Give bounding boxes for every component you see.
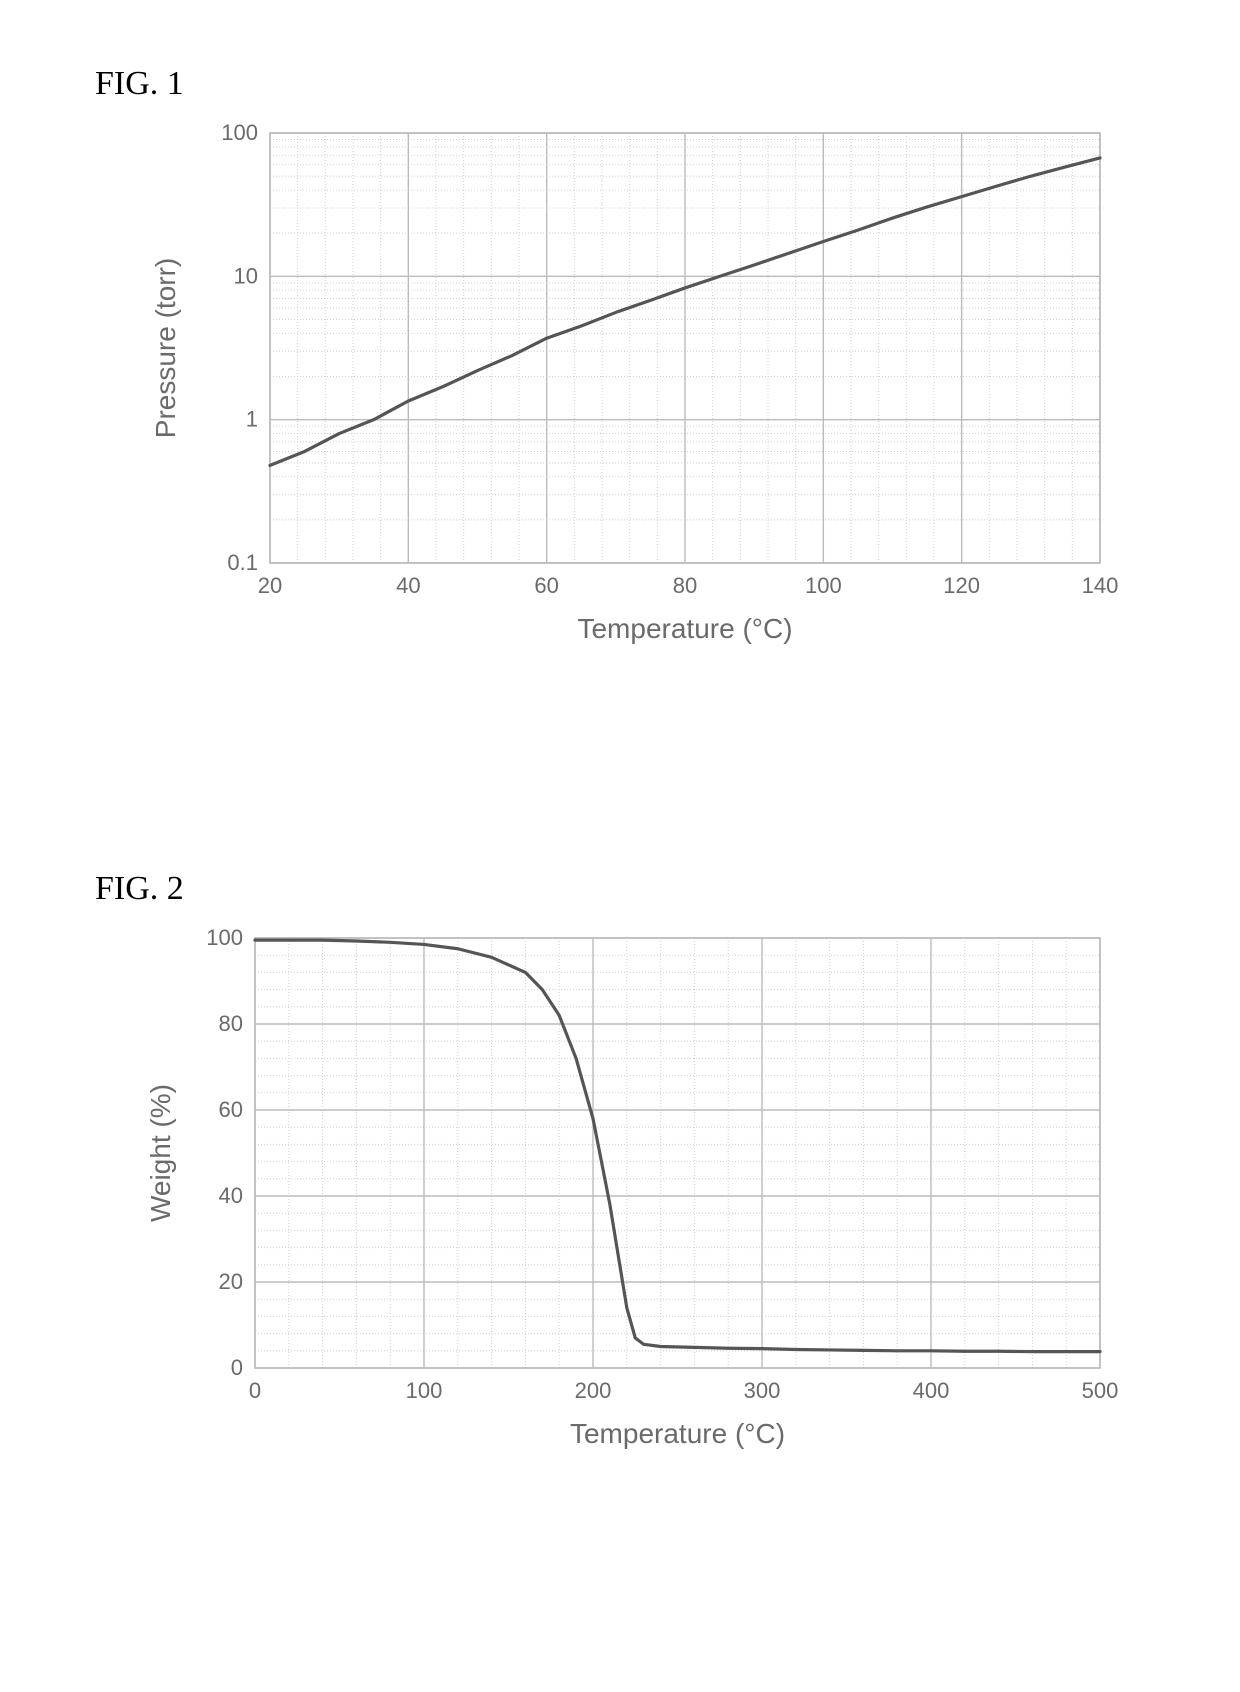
svg-text:Weight (%): Weight (%) [145,1084,176,1222]
svg-text:Pressure (torr): Pressure (torr) [150,258,181,438]
svg-text:20: 20 [258,573,282,598]
svg-text:200: 200 [575,1378,612,1403]
svg-text:80: 80 [219,1011,243,1036]
svg-text:140: 140 [1082,573,1119,598]
svg-text:0: 0 [249,1378,261,1403]
svg-text:100: 100 [221,120,258,145]
svg-text:100: 100 [406,1378,443,1403]
svg-text:Temperature (°C): Temperature (°C) [570,1418,785,1449]
svg-text:120: 120 [943,573,980,598]
figure-1-chart: 20 40 60 80 100 120 140 0.1 1 10 100 Temperature (°… [95,113,1135,683]
figure-2-label: FIG. 2 [95,870,1135,908]
page: FIG. 1 20 40 60 80 100 120 140 0.1 1 10 100 Tempera… [0,0,1240,1692]
svg-text:400: 400 [913,1378,950,1403]
svg-text:Temperature (°C): Temperature (°C) [577,613,792,644]
svg-text:40: 40 [396,573,420,598]
svg-text:300: 300 [744,1378,781,1403]
svg-text:100: 100 [805,573,842,598]
svg-text:60: 60 [534,573,558,598]
figure-2-block: FIG. 2 0 100 200 300 400 500 0 20 40 60 80 100 Tempe… [95,870,1135,1478]
svg-text:0.1: 0.1 [227,550,258,575]
figure-2-chart: 0 100 200 300 400 500 0 20 40 60 80 100 Temperature … [95,918,1135,1478]
svg-text:40: 40 [219,1183,243,1208]
figure-1-svg: 20 40 60 80 100 120 140 0.1 1 10 100 Temperature (°… [95,113,1135,683]
svg-text:10: 10 [234,263,258,288]
svg-text:500: 500 [1082,1378,1119,1403]
svg-text:0: 0 [231,1355,243,1380]
svg-text:80: 80 [673,573,697,598]
svg-text:20: 20 [219,1269,243,1294]
svg-text:100: 100 [206,925,243,950]
svg-text:60: 60 [219,1097,243,1122]
figure-1-label: FIG. 1 [95,65,1135,103]
figure-2-svg: 0 100 200 300 400 500 0 20 40 60 80 100 Temperature … [95,918,1135,1478]
figure-1-block: FIG. 1 20 40 60 80 100 120 140 0.1 1 10 100 Tempera… [95,65,1135,683]
svg-text:1: 1 [246,407,258,432]
